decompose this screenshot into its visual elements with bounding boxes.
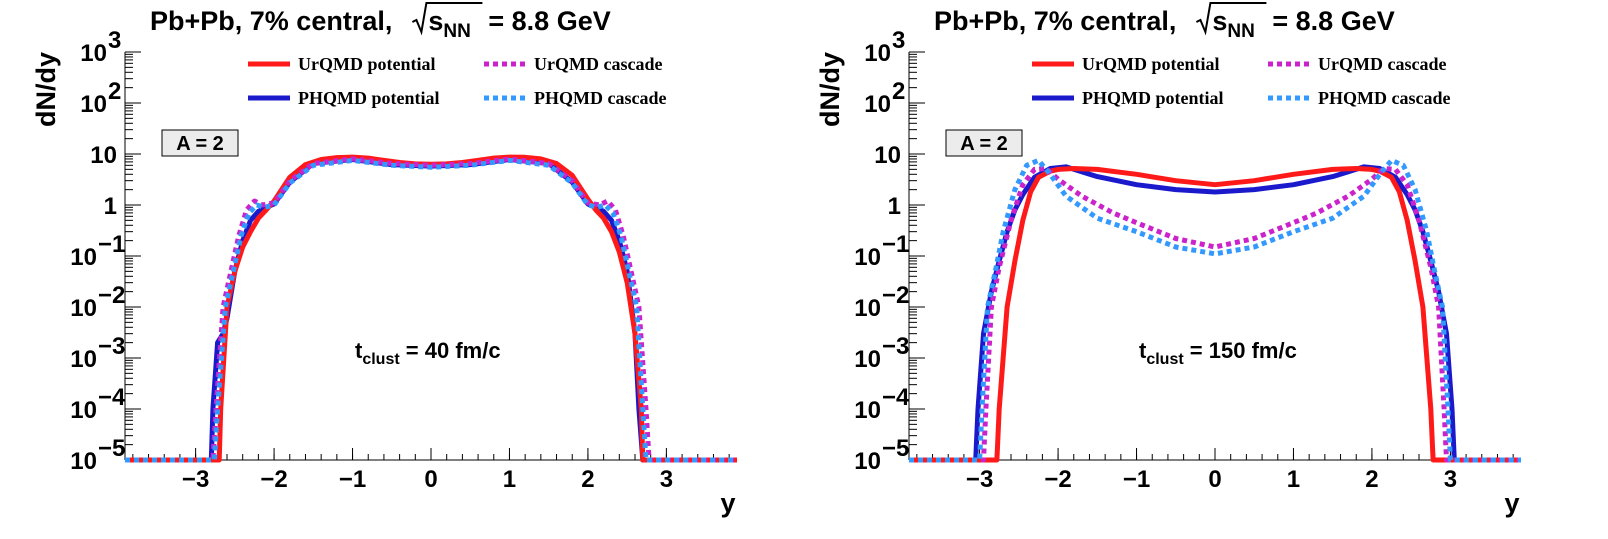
y-tick-label: 10 [70,295,97,322]
x-tick-label: 1 [1287,466,1300,493]
y-tick-label: 10 [70,448,97,475]
y-tick-exponent: −2 [98,282,125,309]
y-tick-exponent: −1 [98,231,125,258]
label-box-text: A = 2 [960,133,1008,155]
x-tick-label: 1 [503,466,516,493]
y-tick-label: 10 [80,91,107,118]
y-tick-label: 1 [104,193,117,220]
x-tick-label: 0 [424,466,437,493]
y-tick-label: 1 [888,193,901,220]
sqrt-symbol [411,1,483,36]
x-tick-label: −3 [966,466,993,493]
series-line-urqmd-potential [909,166,1521,463]
legend-entry: PHQMD potential [1082,88,1224,108]
sqrt-symbol [1195,1,1267,36]
x-tick-label: 3 [660,466,673,493]
y-tick-label: 10 [854,244,881,271]
clustering-time-annotation: tclust = 150 fm/c [1139,338,1297,368]
series-line-urqmd-cascade [125,156,737,463]
x-axis-label: y [720,488,735,518]
y-tick-exponent: 2 [108,78,121,105]
y-tick-label: 10 [864,40,891,67]
label-box [161,129,239,157]
y-tick-exponent: −4 [98,384,126,411]
legend-entry: UrQMD cascade [1318,54,1446,74]
y-tick-label: 10 [854,346,881,373]
series-line-urqmd-cascade [909,166,1521,463]
y-tick-label: 10 [70,346,97,373]
y-tick-exponent: −3 [882,333,909,360]
x-tick-label: −1 [1123,466,1150,493]
legend-entry: PHQMD cascade [1318,88,1450,108]
label-box-text: A = 2 [176,133,224,155]
y-tick-exponent: −4 [882,384,910,411]
y-tick-label: 10 [70,244,97,271]
title-sqrt-s: sNN [1212,6,1254,42]
title-energy: = 8.8 GeV [488,6,610,36]
series-line-phqmd-cascade [125,157,737,463]
y-tick-label: 10 [80,40,107,67]
y-tick-exponent: −2 [882,282,909,309]
x-tick-label: −3 [182,466,209,493]
label-box [945,129,1023,157]
title-sqrt-s: sNN [428,6,470,42]
chart-title: Pb+Pb, 7% central, [934,6,1176,36]
x-tick-label: −1 [339,466,366,493]
y-tick-label: 10 [864,91,891,118]
y-tick-exponent: 3 [892,27,905,54]
y-tick-exponent: −5 [882,435,909,462]
y-tick-label: 10 [70,397,97,424]
y-tick-label: 10 [854,397,881,424]
x-tick-label: 0 [1208,466,1221,493]
title-energy: = 8.8 GeV [1272,6,1394,36]
y-axis-label: dN/dy [31,52,61,127]
y-tick-exponent: 3 [108,27,121,54]
series-line-phqmd-cascade [909,157,1521,463]
y-tick-exponent: −5 [98,435,125,462]
y-axis-label: dN/dy [815,52,845,127]
legend-entry: PHQMD potential [298,88,440,108]
y-tick-label: 10 [854,448,881,475]
legend-entry: UrQMD potential [298,54,435,74]
y-tick-label: 10 [90,142,117,169]
x-tick-label: −2 [1044,466,1071,493]
series-line-urqmd-potential [125,154,737,463]
y-tick-exponent: −3 [98,333,125,360]
y-tick-exponent: −1 [882,231,909,258]
clustering-time-annotation: tclust = 40 fm/c [355,338,501,368]
y-tick-label: 10 [874,142,901,169]
x-axis-label: y [1504,488,1519,518]
legend-entry: UrQMD potential [1082,54,1219,74]
y-tick-label: 10 [854,295,881,322]
legend-entry: PHQMD cascade [534,88,666,108]
x-tick-label: −2 [260,466,287,493]
x-tick-label: 3 [1444,466,1457,493]
x-tick-label: 2 [1365,466,1378,493]
y-tick-exponent: 2 [892,78,905,105]
chart-title: Pb+Pb, 7% central, [150,6,392,36]
legend-entry: UrQMD cascade [534,54,662,74]
x-tick-label: 2 [581,466,594,493]
